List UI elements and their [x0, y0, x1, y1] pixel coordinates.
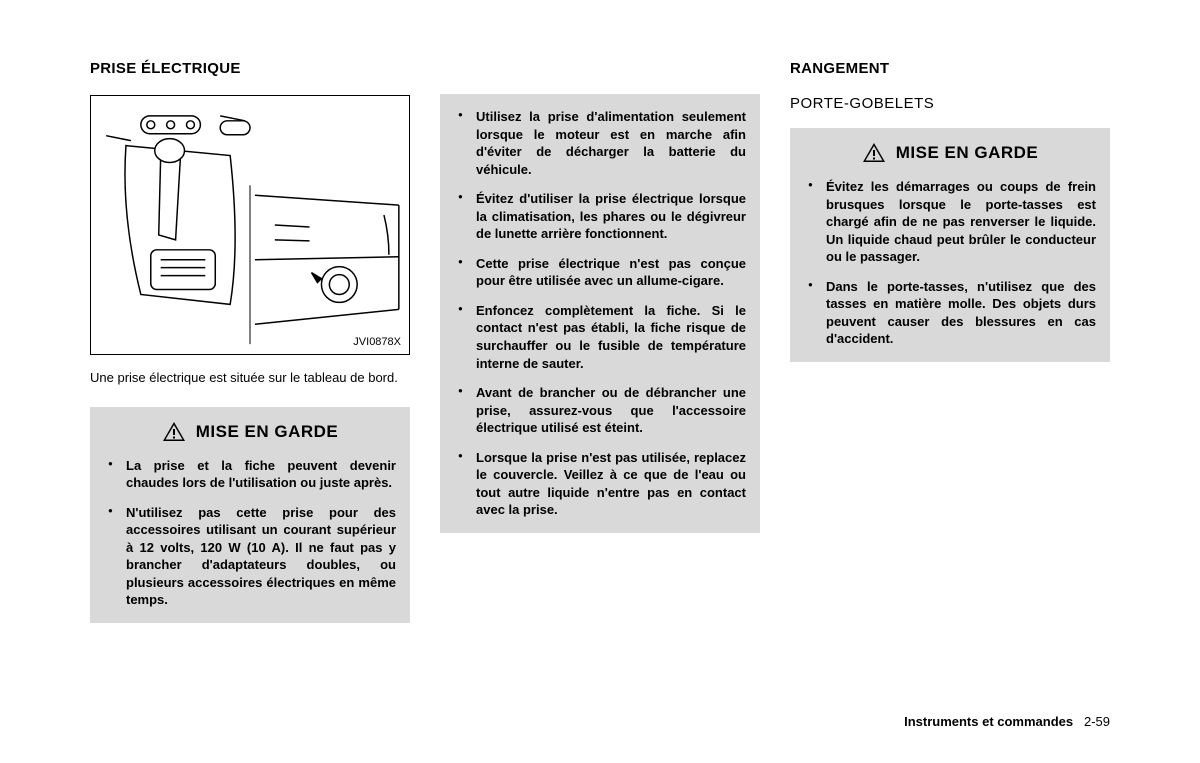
bullet-item: Cette prise électrique n'est pas conçue …: [454, 255, 746, 290]
figure-label: JVI0878X: [353, 336, 401, 348]
bullet-item: N'utilisez pas cette prise pour des acce…: [104, 504, 396, 609]
figure-illustration: [91, 96, 409, 354]
bullet-item: Évitez les démarrages ou coups de frein …: [804, 178, 1096, 266]
warning-title: MISE EN GARDE: [196, 422, 339, 442]
bullet-item: Utilisez la prise d'alimentation seuleme…: [454, 108, 746, 178]
warning-icon: [862, 142, 886, 164]
warning-title: MISE EN GARDE: [896, 143, 1039, 163]
footer-page-number: 2-59: [1084, 714, 1110, 729]
bullet-item: Lorsque la prise n'est pas utilisée, rep…: [454, 449, 746, 519]
warning-header: MISE EN GARDE: [104, 421, 396, 443]
bullet-item: Dans le porte-tasses, n'utilisez que des…: [804, 278, 1096, 348]
warning-list-col1: La prise et la fiche peuvent devenir cha…: [104, 457, 396, 609]
footer-section: Instruments et commandes: [904, 714, 1073, 729]
bullet-item: Enfoncez complètement la fiche. Si le co…: [454, 302, 746, 372]
warning-icon: [162, 421, 186, 443]
warning-header: MISE EN GARDE: [804, 142, 1096, 164]
figure-caption: Une prise électrique est située sur le t…: [90, 369, 410, 387]
heading-rangement: RANGEMENT: [790, 60, 1110, 77]
warning-box-col1: MISE EN GARDE La prise et la fiche peuve…: [90, 407, 410, 623]
spacer: [440, 60, 760, 94]
warning-box-col3: MISE EN GARDE Évitez les démarrages ou c…: [790, 128, 1110, 362]
warning-list-col2: Utilisez la prise d'alimentation seuleme…: [454, 108, 746, 519]
column-3: RANGEMENT PORTE-GOBELETS MISE EN GARDE É…: [790, 60, 1110, 623]
heading-prise-electrique: PRISE ÉLECTRIQUE: [90, 60, 410, 77]
bullet-item: Évitez d'utiliser la prise électrique lo…: [454, 190, 746, 243]
manual-page: PRISE ÉLECTRIQUE: [0, 0, 1200, 643]
page-footer: Instruments et commandes 2-59: [904, 714, 1110, 729]
warning-list-col3: Évitez les démarrages ou coups de frein …: [804, 178, 1096, 348]
bullet-item: Avant de brancher ou de débrancher une p…: [454, 384, 746, 437]
warning-box-col2: Utilisez la prise d'alimentation seuleme…: [440, 94, 760, 533]
bullet-item: La prise et la fiche peuvent devenir cha…: [104, 457, 396, 492]
subheading-porte-gobelets: PORTE-GOBELETS: [790, 95, 1110, 112]
column-1: PRISE ÉLECTRIQUE: [90, 60, 410, 623]
figure-box: JVI0878X: [90, 95, 410, 355]
column-2: Utilisez la prise d'alimentation seuleme…: [440, 60, 760, 623]
